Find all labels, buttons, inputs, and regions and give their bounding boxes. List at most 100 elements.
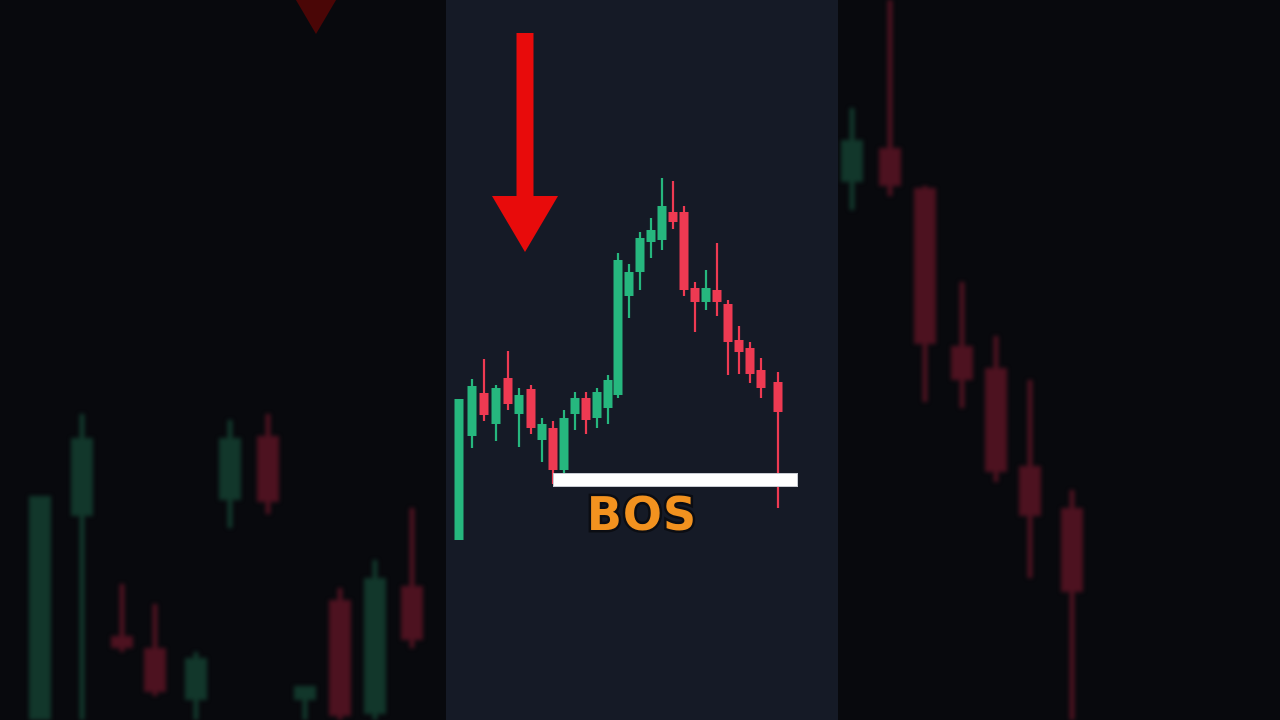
candle-part bbox=[841, 140, 863, 182]
candlestick bbox=[491, 385, 501, 441]
candlestick bbox=[581, 392, 591, 434]
candle-part bbox=[635, 238, 645, 272]
down-arrow-icon bbox=[492, 33, 558, 252]
candle-part bbox=[624, 272, 634, 296]
background-candles-right bbox=[841, 0, 1083, 720]
candle-part bbox=[219, 438, 241, 500]
candle-part bbox=[185, 658, 207, 700]
background-candlestick bbox=[185, 652, 207, 720]
background-candlestick bbox=[111, 584, 133, 652]
candlestick bbox=[745, 342, 755, 383]
candle-part bbox=[613, 260, 623, 395]
candle-part bbox=[144, 648, 166, 692]
candlestick bbox=[613, 253, 623, 398]
background-candlestick bbox=[841, 108, 863, 210]
candlestick bbox=[548, 421, 558, 484]
candle-part bbox=[454, 399, 464, 540]
candlestick bbox=[467, 379, 477, 448]
candlestick bbox=[734, 326, 744, 374]
background-candlestick bbox=[914, 186, 936, 402]
candle-part bbox=[570, 398, 580, 414]
candlestick bbox=[723, 300, 733, 375]
candle-part bbox=[537, 424, 547, 440]
candle-part bbox=[701, 288, 711, 302]
candlestick bbox=[514, 388, 524, 447]
candlestick bbox=[712, 243, 722, 316]
candlestick bbox=[570, 392, 580, 430]
candle-part bbox=[723, 304, 733, 342]
background-candlestick bbox=[219, 420, 241, 528]
candle-part bbox=[646, 230, 656, 242]
candle-part bbox=[409, 508, 415, 648]
candle-part bbox=[776, 372, 780, 508]
candle-part bbox=[668, 212, 678, 222]
candle-part bbox=[467, 386, 477, 436]
candle-part bbox=[581, 398, 591, 420]
candle-part bbox=[548, 428, 558, 470]
bos-level-line bbox=[553, 473, 798, 487]
candle-part bbox=[734, 340, 744, 352]
background-candlestick bbox=[1019, 380, 1041, 578]
bos-label: BOS bbox=[584, 487, 698, 541]
background-candlestick bbox=[257, 414, 279, 514]
candle-part bbox=[503, 378, 513, 404]
candle-part bbox=[756, 370, 766, 388]
candlestick bbox=[603, 375, 613, 424]
candlestick bbox=[773, 372, 783, 508]
candle-part bbox=[526, 389, 536, 428]
candlestick bbox=[503, 351, 513, 410]
candle-part bbox=[559, 418, 569, 470]
candle-part bbox=[679, 212, 689, 290]
candle-part bbox=[1069, 490, 1075, 720]
candlestick bbox=[701, 270, 711, 310]
candle-part bbox=[773, 382, 783, 412]
candlestick bbox=[635, 232, 645, 290]
background-candlestick bbox=[364, 560, 386, 720]
background-candlestick bbox=[294, 686, 316, 720]
candle-part bbox=[79, 414, 85, 720]
candlestick bbox=[756, 358, 766, 398]
candle-part bbox=[887, 0, 893, 196]
candle-part bbox=[491, 388, 501, 424]
candle-part bbox=[479, 393, 489, 415]
candlestick-series bbox=[454, 178, 783, 540]
candle-part bbox=[985, 368, 1007, 472]
candle-part bbox=[951, 346, 973, 380]
candle-part bbox=[690, 288, 700, 302]
candle-part bbox=[879, 148, 901, 186]
candle-part bbox=[745, 348, 755, 374]
candle-part bbox=[71, 438, 93, 516]
candle-part bbox=[111, 636, 133, 648]
candle-part bbox=[1061, 508, 1083, 592]
background-candlestick bbox=[329, 588, 351, 720]
candle-part bbox=[959, 282, 965, 408]
candle-part bbox=[592, 392, 602, 418]
candle-part bbox=[329, 600, 351, 716]
candlestick bbox=[646, 218, 656, 258]
background-candlestick bbox=[985, 336, 1007, 482]
candlestick bbox=[526, 385, 536, 434]
candlestick bbox=[690, 282, 700, 332]
candlestick bbox=[679, 206, 689, 296]
candle-part bbox=[257, 436, 279, 502]
candlestick bbox=[479, 359, 489, 421]
background-candles-left bbox=[29, 414, 423, 720]
background-down-arrow-icon bbox=[295, 0, 337, 34]
background-candlestick bbox=[71, 414, 93, 720]
candle-part bbox=[657, 206, 667, 240]
candle-part bbox=[364, 578, 386, 714]
background-candlestick bbox=[29, 496, 51, 720]
background-candlestick bbox=[1061, 490, 1083, 720]
candlestick bbox=[592, 388, 602, 428]
candlestick bbox=[624, 264, 634, 318]
candlestick bbox=[537, 418, 547, 462]
candle-part bbox=[401, 586, 423, 640]
candle-part bbox=[671, 181, 675, 229]
candle-part bbox=[914, 188, 936, 344]
background-chart-right bbox=[838, 0, 1280, 720]
candlestick bbox=[559, 410, 569, 478]
candle-part bbox=[693, 282, 697, 332]
candle-part bbox=[482, 359, 486, 421]
candle-part bbox=[712, 290, 722, 302]
